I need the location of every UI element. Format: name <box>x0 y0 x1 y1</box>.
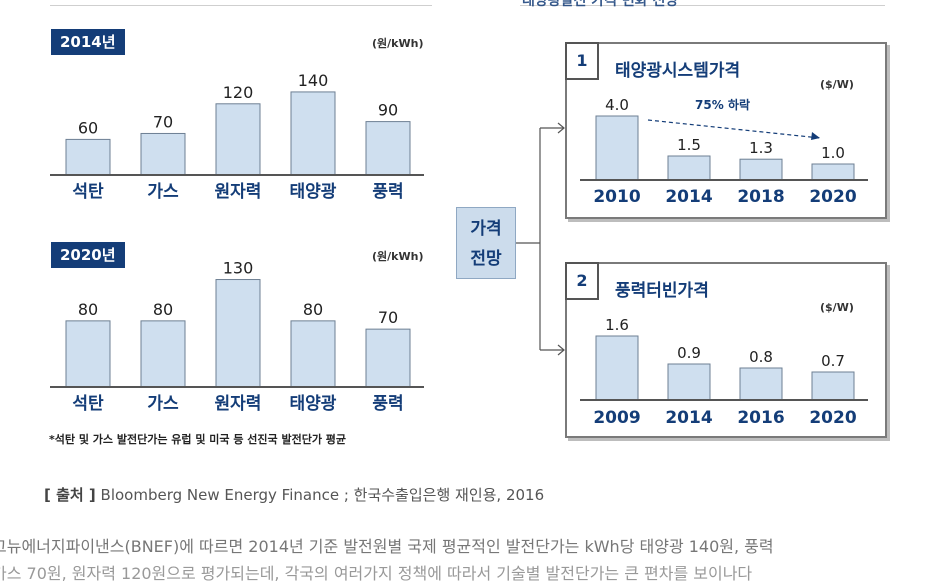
bar-가스 <box>140 320 186 388</box>
bar-2020 <box>811 371 855 401</box>
panel-wind-number: 2 <box>565 262 599 300</box>
bar-풍력 <box>365 121 411 176</box>
price-outlook-line2: 전망 <box>470 249 502 269</box>
category-label-2009: 2009 <box>593 408 640 428</box>
chart-2014-unit: (원/kWh) <box>372 37 424 50</box>
category-label-태양광: 태양광 <box>290 394 337 414</box>
source-text: Bloomberg New Energy Finance ; 한국수출입은행 재… <box>100 486 545 504</box>
category-label-2014: 2014 <box>665 187 712 207</box>
chart-solar-system-price: 4.0 2010 1.5 2014 1.3 2018 1.0 2020 75% 하락 <box>580 96 868 207</box>
value-label-석탄: 80 <box>78 300 98 319</box>
value-label-2014: 0.9 <box>677 344 701 362</box>
body-paragraph-line1: 그뉴에너지파이낸스(BNEF)에 따르면 2014년 기준 발전원별 국제 평균… <box>0 537 774 556</box>
category-label-풍력: 풍력 <box>372 182 403 202</box>
value-label-풍력: 90 <box>378 101 398 120</box>
category-label-원자력: 원자력 <box>215 394 262 414</box>
category-label-가스: 가스 <box>147 182 179 202</box>
bar-2009 <box>595 335 639 401</box>
value-label-석탄: 60 <box>78 118 98 137</box>
category-label-석탄: 석탄 <box>72 182 104 202</box>
category-label-태양광: 태양광 <box>290 182 337 202</box>
chart-2020-title: 2020년 <box>51 242 125 268</box>
value-label-2016: 0.8 <box>749 348 773 366</box>
panel-wind-title: 풍력터빈가격 <box>615 281 709 301</box>
price-outlook-box: 가격 전망 <box>456 207 516 279</box>
bar-2014 <box>667 155 711 181</box>
body-paragraph-line2: 가스 70원, 원자력 120원으로 평가되는데, 각국의 여러가지 정책에 따… <box>0 564 753 583</box>
bar-2010 <box>595 115 639 181</box>
bar-석탄 <box>65 138 111 176</box>
value-label-가스: 80 <box>153 300 173 319</box>
value-label-원자력: 130 <box>223 259 254 278</box>
category-label-2018: 2018 <box>737 187 784 207</box>
bar-가스 <box>140 132 186 176</box>
panel-solar-number: 1 <box>565 42 599 80</box>
category-label-2014: 2014 <box>665 408 712 428</box>
bar-석탄 <box>65 320 111 388</box>
chart-2014: 60 석탄 70 가스 120 원자력 140 태양광 90 풍력 <box>50 71 424 202</box>
chart-2014-title: 2014년 <box>51 29 125 55</box>
value-label-2010: 4.0 <box>605 96 629 114</box>
decline-annotation: 75% 하락 <box>695 97 750 112</box>
panel-wind-unit: ($/W) <box>820 301 854 314</box>
footnote: *석탄 및 가스 발전단가는 유럽 및 미국 등 선진국 발전단가 평균 <box>49 433 347 446</box>
panel-wind: 2 풍력터빈가격 ($/W) <box>565 262 887 438</box>
left-header-rule <box>50 5 432 6</box>
value-label-2014: 1.5 <box>677 136 701 154</box>
category-label-가스: 가스 <box>147 394 179 414</box>
bar-2018 <box>739 158 783 181</box>
connector-arrows <box>516 122 565 356</box>
value-label-2020: 0.7 <box>821 352 845 370</box>
source-prefix: [ 출처 ] <box>44 486 96 504</box>
chart-2020: 80 석탄 80 가스 130 원자력 80 태양광 70 풍력 <box>50 259 424 414</box>
bar-풍력 <box>365 328 411 388</box>
value-label-2009: 1.6 <box>605 316 629 334</box>
category-label-2016: 2016 <box>737 408 784 428</box>
chart-2020-unit: (원/kWh) <box>372 250 424 263</box>
trend-arrow-head <box>811 132 820 140</box>
value-label-태양광: 80 <box>303 300 323 319</box>
value-label-풍력: 70 <box>378 308 398 327</box>
bar-2020 <box>811 163 855 181</box>
bar-2014 <box>667 363 711 401</box>
right-header-partial-title: 태양광발전 가격 변화 전망 <box>522 0 679 9</box>
panel-solar-unit: ($/W) <box>820 78 854 91</box>
category-label-2020: 2020 <box>809 187 856 207</box>
category-label-석탄: 석탄 <box>72 394 104 414</box>
category-label-2010: 2010 <box>593 187 640 207</box>
bar-원자력 <box>215 279 261 388</box>
chart-wind-turbine-price: 1.6 2009 0.9 2014 0.8 2016 0.7 2020 <box>580 316 868 428</box>
value-label-2020: 1.0 <box>821 144 845 162</box>
price-outlook-line1: 가격 <box>470 219 502 239</box>
right-header-rule <box>520 5 885 6</box>
value-label-2018: 1.3 <box>749 139 773 157</box>
bar-태양광 <box>290 320 336 388</box>
panel-solar-title: 태양광시스템가격 <box>615 61 741 81</box>
bar-원자력 <box>215 103 261 176</box>
category-label-원자력: 원자력 <box>215 182 262 202</box>
value-label-태양광: 140 <box>298 71 329 90</box>
value-label-원자력: 120 <box>223 83 254 102</box>
category-label-풍력: 풍력 <box>372 394 403 414</box>
bar-태양광 <box>290 91 336 176</box>
value-label-가스: 70 <box>153 112 173 131</box>
trend-arrow <box>647 119 821 139</box>
category-label-2020: 2020 <box>809 408 856 428</box>
bar-2016 <box>739 367 783 401</box>
source-line: [ 출처 ] Bloomberg New Energy Finance ; 한국… <box>44 484 544 505</box>
